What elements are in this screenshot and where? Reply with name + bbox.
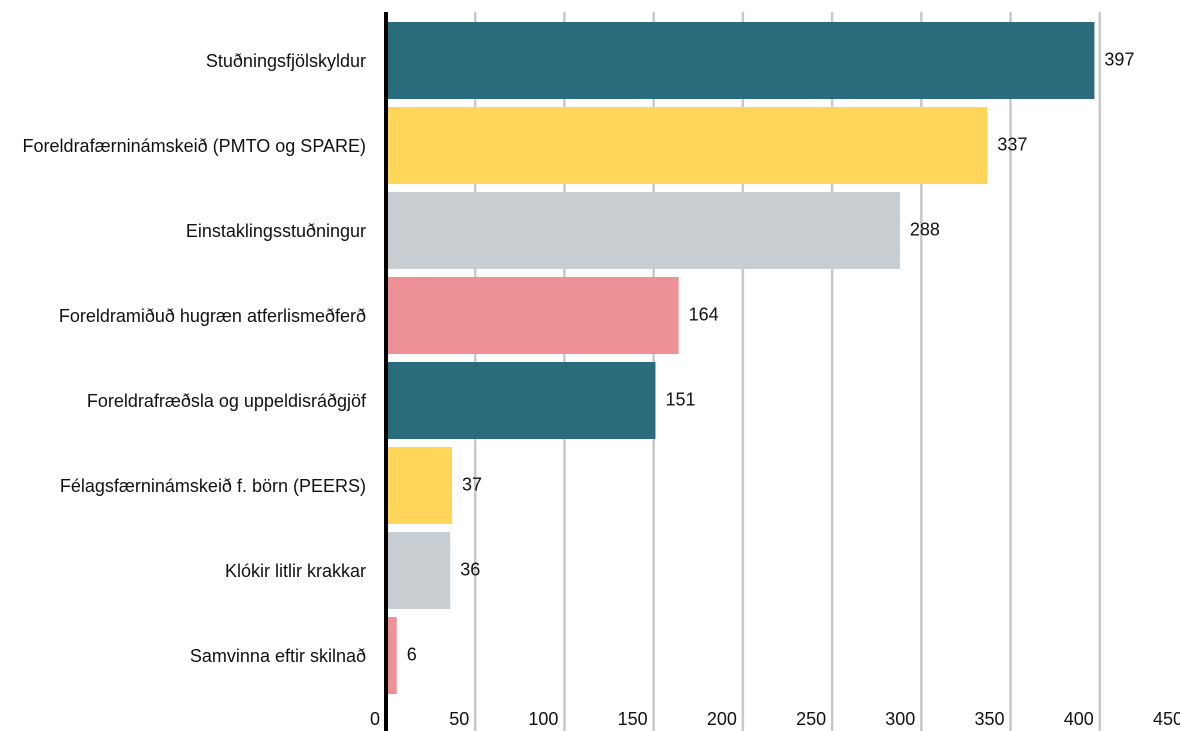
value-label: 164: [689, 304, 719, 324]
x-tick-label: 150: [618, 709, 648, 729]
y-tick-label: Foreldramiðuð hugræn atferlismeðferð: [58, 305, 366, 326]
x-tick-label: 400: [1064, 709, 1094, 729]
value-label: 37: [462, 474, 482, 494]
bar: [386, 532, 451, 609]
bar: [386, 362, 656, 439]
y-tick-label: Foreldrafærninámskeið (PMTO og SPARE): [22, 135, 366, 156]
x-tick-label: 100: [528, 709, 558, 729]
value-label: 397: [1104, 49, 1134, 69]
bar: [386, 277, 679, 354]
value-label: 337: [997, 134, 1027, 154]
y-tick-label: Samvinna eftir skilnað: [189, 645, 366, 666]
x-tick-label: 250: [796, 709, 826, 729]
value-label: 151: [665, 389, 695, 409]
value-label: 288: [910, 219, 940, 239]
y-tick-label: Einstaklingsstuðningur: [185, 220, 366, 241]
bar: [386, 447, 453, 524]
x-tick-label: 300: [885, 709, 915, 729]
x-tick-label: 350: [975, 709, 1005, 729]
x-tick-label: 50: [449, 709, 469, 729]
y-tick-label: Stuðningsfjölskyldur: [205, 50, 366, 71]
x-tick-label: 0: [370, 709, 380, 729]
bar: [386, 192, 900, 269]
y-tick-label: Foreldrafræðsla og uppeldisráðgjöf: [86, 390, 366, 411]
value-label: 6: [407, 644, 417, 664]
x-tick-label: 450: [1153, 709, 1180, 729]
x-tick-label: 200: [707, 709, 737, 729]
y-tick-label: Félagsfærninámskeið f. börn (PEERS): [59, 475, 366, 496]
bar: [386, 22, 1095, 99]
y-tick-label: Klókir litlir krakkar: [224, 560, 366, 581]
bar: [386, 617, 397, 694]
bar: [386, 107, 988, 184]
value-label: 36: [460, 559, 480, 579]
